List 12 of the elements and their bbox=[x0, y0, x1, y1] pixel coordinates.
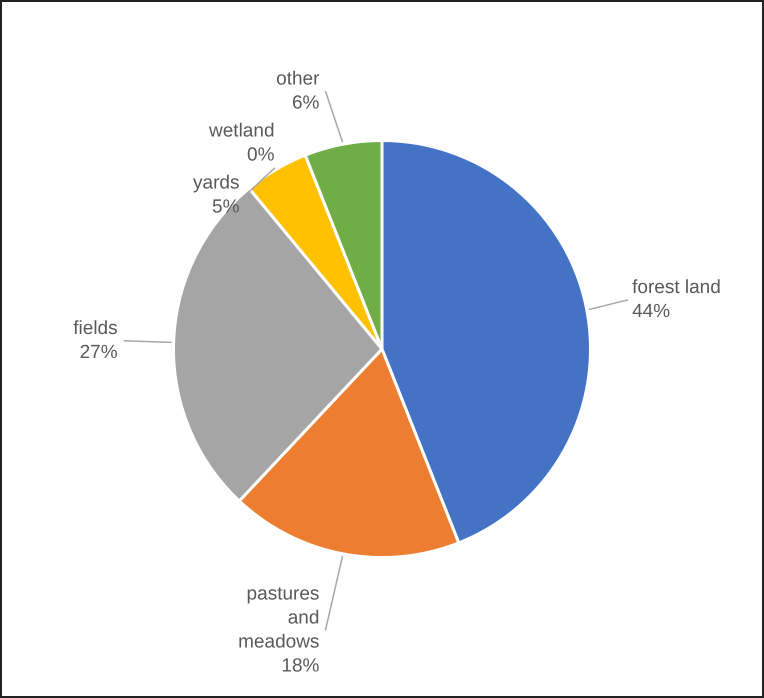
data-label: 5% bbox=[212, 196, 240, 218]
data-label: 44% bbox=[632, 301, 670, 322]
data-label: 6% bbox=[292, 92, 320, 114]
category-label: wetland bbox=[209, 120, 275, 142]
data-label: 18% bbox=[281, 656, 320, 677]
data-label: 27% bbox=[80, 342, 118, 363]
slice-label: other bbox=[276, 68, 320, 90]
slice-label: pastures and meadows bbox=[238, 584, 320, 653]
slice-label: yards bbox=[193, 172, 240, 194]
text: 0% bbox=[247, 144, 275, 166]
slice-label: fields bbox=[73, 318, 118, 339]
slice-label: forest land bbox=[632, 277, 721, 298]
